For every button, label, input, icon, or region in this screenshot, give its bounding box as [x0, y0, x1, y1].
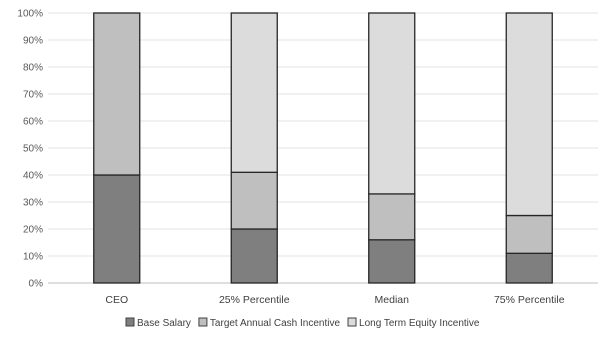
- bar-segment: [505, 214, 553, 254]
- y-axis: 0% 10% 20% 30% 40% 50% 60% 70% 80% 90% 100%: [17, 9, 43, 290]
- bar-segment: [505, 12, 553, 217]
- y-tick-label: 10%: [23, 252, 43, 263]
- y-tick-label: 30%: [23, 198, 43, 209]
- x-tick-label: 75% Percentile: [494, 294, 565, 306]
- legend-swatch: [198, 317, 208, 327]
- legend-swatch: [125, 317, 135, 327]
- y-tick-label: 90%: [23, 36, 43, 47]
- legend-label: Long Term Equity Incentive: [359, 318, 480, 329]
- legend-label: Target Annual Cash Incentive: [210, 318, 341, 329]
- y-tick-label: 20%: [23, 225, 43, 236]
- y-tick-label: 0%: [29, 279, 44, 290]
- y-tick-label: 50%: [23, 144, 43, 155]
- bar-segment: [505, 252, 553, 284]
- bar-segment: [93, 174, 141, 284]
- bars: [93, 12, 553, 284]
- y-tick-label: 80%: [23, 63, 43, 74]
- bar-segment: [368, 239, 416, 284]
- y-tick-label: 40%: [23, 171, 43, 182]
- bar-segment: [93, 12, 141, 176]
- bar-segment: [368, 193, 416, 241]
- y-tick-label: 100%: [17, 9, 43, 20]
- bar-segment: [230, 228, 278, 284]
- y-tick-label: 70%: [23, 90, 43, 101]
- x-axis: CEO 25% Percentile Median 75% Percentile: [105, 294, 564, 306]
- x-tick-label: 25% Percentile: [219, 294, 290, 306]
- legend-label: Base Salary: [137, 318, 191, 329]
- legend-swatch: [347, 317, 357, 327]
- bar-segment: [368, 12, 416, 195]
- bar-segment: [230, 12, 278, 173]
- x-tick-label: CEO: [105, 294, 128, 306]
- legend: Base Salary Target Annual Cash Incentive L…: [125, 317, 480, 329]
- bar-segment: [230, 171, 278, 230]
- x-tick-label: Median: [375, 294, 410, 306]
- y-tick-label: 60%: [23, 117, 43, 128]
